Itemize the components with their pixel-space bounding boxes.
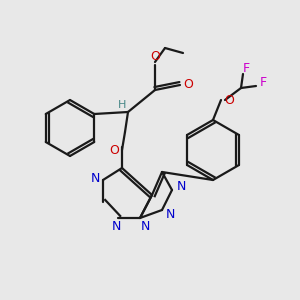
- Text: N: N: [165, 208, 175, 221]
- Text: N: N: [111, 220, 121, 233]
- Text: F: F: [242, 62, 250, 76]
- Text: O: O: [109, 143, 119, 157]
- Text: O: O: [224, 94, 234, 106]
- Text: F: F: [260, 76, 267, 89]
- Text: O: O: [150, 50, 160, 64]
- Text: H: H: [118, 100, 126, 110]
- Text: N: N: [140, 220, 150, 232]
- Text: N: N: [90, 172, 100, 184]
- Text: N: N: [176, 181, 186, 194]
- Text: O: O: [183, 77, 193, 91]
